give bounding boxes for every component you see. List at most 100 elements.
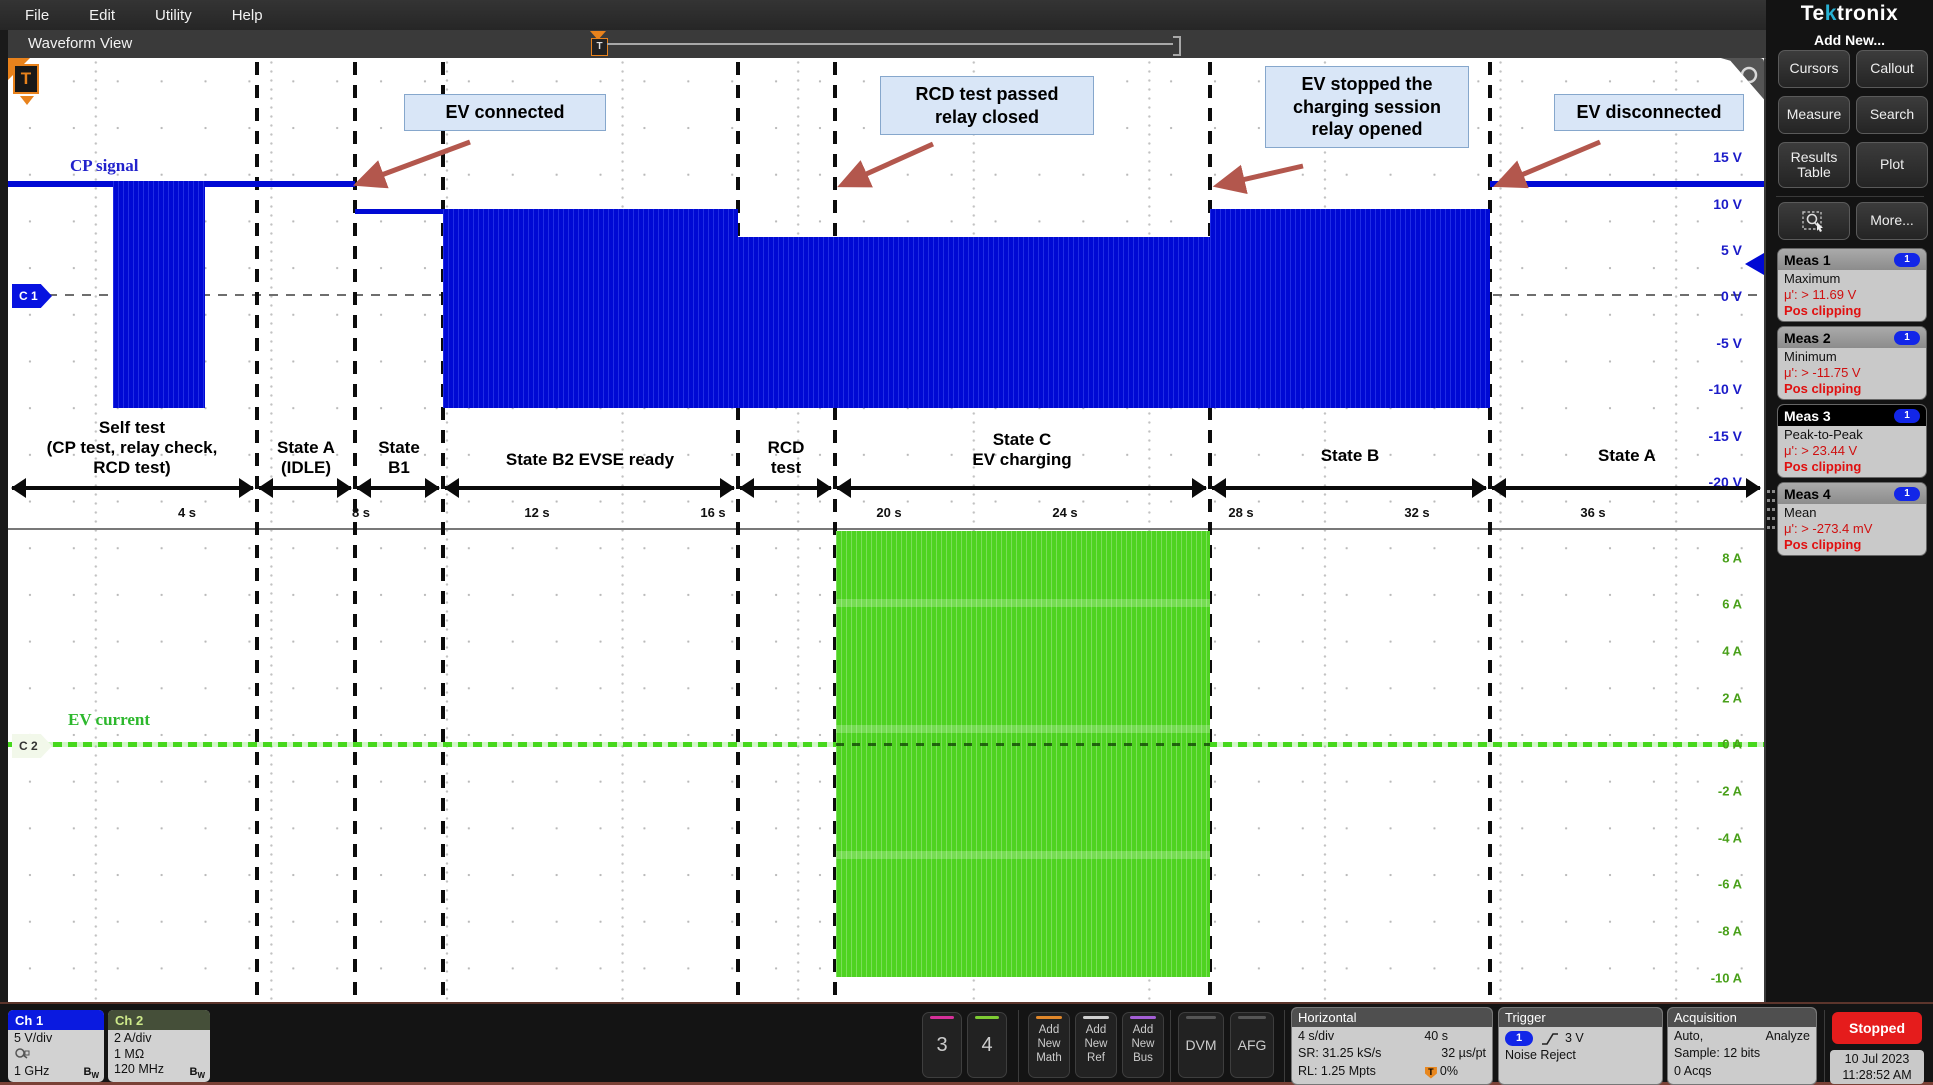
state-boundary-line [1488, 62, 1492, 1000]
more-button[interactable]: More... [1856, 202, 1928, 240]
trigger-position-pct: 0% [1439, 1063, 1458, 1078]
trigger-panel[interactable]: Trigger 1 3 V Noise Reject [1499, 1008, 1662, 1084]
run-stop-button[interactable]: Stopped [1832, 1012, 1922, 1044]
afg-button[interactable]: AFG [1230, 1012, 1274, 1078]
ch2-zero-line-in-block [836, 743, 1210, 746]
meas-type: Peak-to-Peak [1784, 427, 1863, 442]
meas-value: μ': > 23.44 V [1784, 442, 1858, 458]
amp-tick: 0 A [1722, 736, 1742, 752]
ch4-button[interactable]: 4 [967, 1012, 1007, 1078]
volt-tick: -10 V [1708, 381, 1742, 397]
acq-count: 0 Acqs [1674, 1063, 1712, 1078]
measure-button[interactable]: Measure [1778, 96, 1850, 134]
waveform-view-tab-bar: Waveform View T [8, 30, 1766, 59]
meas-4-source-badge: 1 [1894, 486, 1920, 501]
meas-4-card[interactable]: Meas 4 1 Mean μ': > -273.4 mV Pos clippin… [1778, 483, 1926, 555]
record-length: RL: 1.25 Mpts [1298, 1063, 1376, 1078]
ch3-color-stripe [930, 1016, 954, 1019]
state-interval-arrow [258, 478, 352, 498]
panel-splitter-handle[interactable] [1767, 490, 1770, 532]
callout-ev-stopped[interactable]: EV stopped the charging session relay op… [1265, 66, 1469, 148]
state-interval-arrow [11, 478, 254, 498]
ch1-waveform-handle[interactable]: C 1 [12, 284, 52, 308]
ch2-bandwidth: 120 MHz [114, 1062, 165, 1077]
add-new-bus-button[interactable]: Add New Bus [1122, 1012, 1164, 1078]
menu-file[interactable]: File [25, 6, 50, 24]
meas-2-title: Meas 2 [1784, 329, 1831, 346]
callout-button[interactable]: Callout [1856, 50, 1928, 88]
probe-icon [15, 1047, 30, 1059]
horizontal-title: Horizontal [1292, 1008, 1492, 1027]
cp-trace-9v [355, 209, 443, 214]
state-label: State B [1320, 446, 1380, 465]
search-button[interactable]: Search [1856, 96, 1928, 134]
tab-waveform-view[interactable]: Waveform View [28, 35, 133, 52]
trigger-level-arrow-icon[interactable] [1745, 253, 1764, 275]
ch3-button[interactable]: 3 [922, 1012, 962, 1078]
volt-tick: 15 V [1713, 149, 1742, 165]
state-boundary-line [833, 62, 837, 1000]
menu-help[interactable]: Help [231, 6, 263, 24]
datetime-display[interactable]: 10 Jul 2023 11:28:52 AM [1830, 1050, 1924, 1084]
acquisition-title: Acquisition [1668, 1008, 1816, 1027]
results-table-button[interactable]: Results Table [1778, 142, 1850, 188]
cp-trace-12v [205, 181, 355, 187]
menu-utility[interactable]: Utility [155, 6, 192, 24]
horizontal-panel[interactable]: Horizontal 4 s/div 40 s SR: 31.25 kS/s 32 … [1292, 1008, 1492, 1084]
sample-rate: SR: 31.25 kS/s [1298, 1046, 1382, 1061]
state-label: State A (IDLE) [277, 438, 335, 478]
cp-trace-12v [8, 181, 113, 187]
cp-stateb2-pwm-block [443, 209, 738, 408]
trigger-position-marker-icon[interactable] [590, 31, 606, 40]
cp-statec-pwm-block [738, 237, 1210, 408]
meas-3-card[interactable]: Meas 3 1 Peak-to-Peak μ': > 23.44 V Pos c… [1778, 405, 1926, 477]
trigger-source-badge: 1 [1505, 1031, 1533, 1047]
state-label: State A [1598, 446, 1656, 465]
ch1-badge[interactable]: Ch 1 5 V/div 1 GHz BW [8, 1010, 104, 1082]
add-new-ref-button[interactable]: Add New Ref [1075, 1012, 1117, 1078]
callout-ev-connected[interactable]: EV connected [404, 94, 606, 131]
zoom-select-button[interactable] [1778, 202, 1850, 240]
horizontal-window: 40 s [1424, 1029, 1448, 1043]
meas-1-card[interactable]: Meas 1 1 Maximum μ': > 11.69 V Pos clippi… [1778, 249, 1926, 321]
volt-tick: -15 V [1708, 428, 1742, 444]
volt-tick: -5 V [1716, 335, 1742, 351]
state-boundary-line [1208, 62, 1212, 1000]
time-tick: 36 s [1580, 505, 1606, 520]
math-color-stripe [1036, 1016, 1062, 1019]
ch1-scale: 5 V/div [14, 1031, 53, 1045]
time-tick: 28 s [1228, 505, 1254, 520]
amp-tick: -6 A [1717, 876, 1742, 892]
menu-edit[interactable]: Edit [89, 6, 116, 24]
meas-1-title: Meas 1 [1784, 251, 1831, 268]
state-interval-arrow [1211, 478, 1487, 498]
trigger-position-flag-icon[interactable]: T [591, 38, 608, 56]
dvm-button[interactable]: DVM [1178, 1012, 1224, 1078]
meas-warning: Pos clipping [1784, 380, 1862, 396]
state-label: RCD test [767, 438, 805, 478]
ev-current-label: EV current [68, 710, 151, 729]
panel-splitter-handle[interactable] [1772, 490, 1775, 532]
amp-tick: 8 A [1722, 550, 1742, 566]
cursors-button[interactable]: Cursors [1778, 50, 1850, 88]
meas-value: μ': > -11.75 V [1784, 364, 1861, 380]
bottom-bar: Ch 1 5 V/div 1 GHz BW Ch 2 2 A/div 1 MΩ … [0, 1002, 1933, 1085]
add-new-math-button[interactable]: Add New Math [1028, 1012, 1070, 1078]
volt-tick: 0 V [1720, 288, 1742, 304]
acquisition-panel[interactable]: Acquisition Auto, Analyze Sample: 12 bits… [1668, 1008, 1816, 1084]
meas-type: Maximum [1784, 271, 1841, 286]
state-label: State C EV charging [972, 430, 1072, 470]
plot-button[interactable]: Plot [1856, 142, 1928, 188]
tektronix-logo: Tektronix [1766, 2, 1933, 26]
meas-2-card[interactable]: Meas 2 1 Minimum μ': > -11.75 V Pos clipp… [1778, 327, 1926, 399]
acq-analyze: Analyze [1765, 1029, 1810, 1043]
ch2-badge[interactable]: Ch 2 2 A/div 1 MΩ 120 MHz BW [108, 1010, 210, 1082]
acq-sample: Sample: 12 bits [1674, 1046, 1761, 1061]
amp-tick: 2 A [1722, 690, 1742, 706]
callout-rcd-test-passed[interactable]: RCD test passed relay closed [880, 76, 1094, 135]
trigger-source-flag-icon[interactable]: T [13, 64, 39, 94]
callout-ev-disconnected[interactable]: EV disconnected [1554, 94, 1744, 131]
ch2-waveform-handle[interactable]: C 2 [12, 734, 52, 758]
ch2-scale: 2 A/div [114, 1031, 152, 1045]
amp-tick: -2 A [1717, 783, 1742, 799]
